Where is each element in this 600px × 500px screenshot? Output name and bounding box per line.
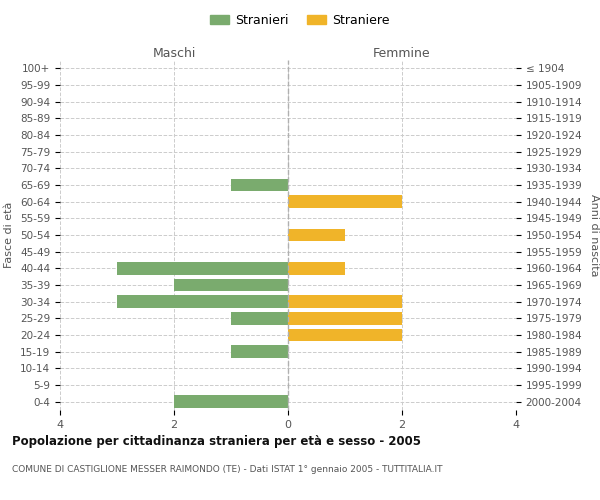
Y-axis label: Anni di nascita: Anni di nascita: [589, 194, 599, 276]
Bar: [288, 262, 345, 274]
Legend: Stranieri, Straniere: Stranieri, Straniere: [205, 8, 395, 32]
Bar: [174, 396, 288, 408]
Bar: [231, 312, 288, 324]
Bar: [174, 279, 288, 291]
Text: COMUNE DI CASTIGLIONE MESSER RAIMONDO (TE) - Dati ISTAT 1° gennaio 2005 - TUTTIT: COMUNE DI CASTIGLIONE MESSER RAIMONDO (T…: [12, 465, 443, 474]
Bar: [117, 296, 288, 308]
Text: Maschi: Maschi: [152, 47, 196, 60]
Text: Femmine: Femmine: [373, 47, 431, 60]
Bar: [288, 229, 345, 241]
Text: Popolazione per cittadinanza straniera per età e sesso - 2005: Popolazione per cittadinanza straniera p…: [12, 435, 421, 448]
Bar: [231, 179, 288, 191]
Bar: [231, 346, 288, 358]
Y-axis label: Fasce di età: Fasce di età: [4, 202, 14, 268]
Bar: [288, 196, 402, 208]
Bar: [288, 312, 402, 324]
Bar: [288, 329, 402, 341]
Bar: [117, 262, 288, 274]
Bar: [288, 296, 402, 308]
